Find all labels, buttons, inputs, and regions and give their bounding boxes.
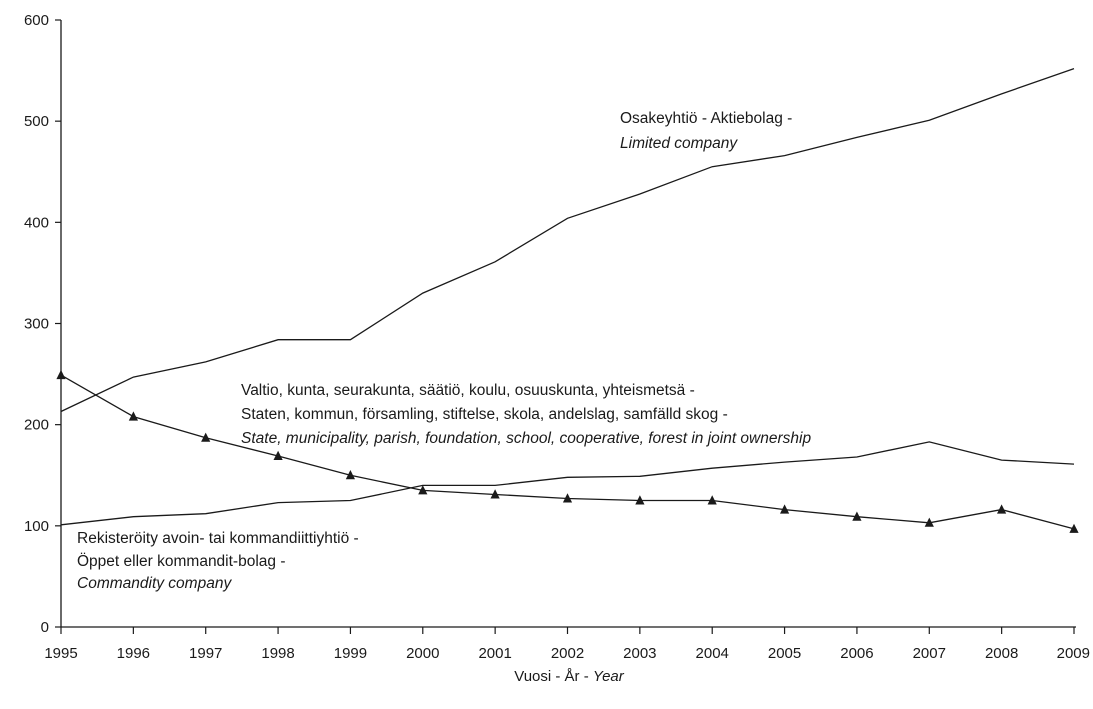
data-point-commandity <box>707 495 717 505</box>
x-tick-label: 2001 <box>478 645 511 662</box>
series-line-limited <box>60 67 1075 413</box>
annotation-layer: Osakeyhtiö - Aktiebolag - Limited compan… <box>77 110 811 592</box>
annotation-limited-line-1: Osakeyhtiö - Aktiebolag - <box>620 110 792 127</box>
annotation-commandity-line-1: Rekisteröity avoin- tai kommandiittiyhti… <box>77 530 359 547</box>
annotation-state-line-2: Staten, kommun, församling, stiftelse, s… <box>241 406 728 423</box>
x-axis-title: Vuosi - År - Year <box>514 668 625 685</box>
x-tick-label: 2005 <box>768 645 801 662</box>
data-point-commandity <box>273 450 283 460</box>
x-tick-label: 2004 <box>696 645 729 662</box>
data-point-commandity <box>562 493 573 503</box>
data-point-commandity <box>128 411 138 421</box>
annotation-limited-line-2: Limited company <box>620 135 738 152</box>
y-tick-label: 500 <box>24 113 49 130</box>
data-point-commandity <box>852 511 862 521</box>
annotation-state-line-1: Valtio, kunta, seurakunta, säätiö, koulu… <box>241 382 695 399</box>
y-tick-label: 0 <box>41 619 49 636</box>
x-ticks: 1995 1996 1997 1998 1999 2000 2001 2002 2003 2004… <box>44 627 1090 662</box>
data-point-commandity <box>56 369 66 380</box>
data-point-commandity <box>924 517 934 527</box>
series-line-state <box>60 441 1075 526</box>
x-axis-title-main: Vuosi - År - <box>514 668 593 685</box>
data-point-commandity <box>345 470 355 480</box>
y-tick-label: 400 <box>24 214 49 231</box>
x-tick-label: 2000 <box>406 645 439 662</box>
x-tick-label: 2008 <box>985 645 1018 662</box>
y-ticks: 0 100 200 300 400 500 600 <box>24 12 61 636</box>
y-tick-label: 600 <box>24 12 49 29</box>
data-point-commandity <box>418 485 428 495</box>
x-axis-title-english: Year <box>593 668 625 685</box>
y-tick-label: 100 <box>24 518 49 535</box>
annotation-commandity-line-2: Öppet eller kommandit-bolag - <box>77 552 286 570</box>
x-tick-label: 1995 <box>44 645 77 662</box>
data-point-commandity <box>1069 523 1079 533</box>
annotation-commandity-line-3: Commandity company <box>77 575 232 592</box>
x-tick-label: 2003 <box>623 645 656 662</box>
annotation-state-line-3: State, municipality, parish, foundation,… <box>241 430 811 447</box>
x-tick-label: 2006 <box>840 645 873 662</box>
data-point-commandity <box>490 489 500 499</box>
x-tick-label: 2002 <box>551 645 584 662</box>
x-tick-label: 1997 <box>189 645 222 662</box>
x-tick-label: 1999 <box>334 645 367 662</box>
x-tick-label: 1998 <box>261 645 294 662</box>
data-point-commandity <box>997 504 1007 514</box>
data-point-commandity <box>780 504 790 514</box>
series-layer <box>56 67 1079 533</box>
x-tick-label: 2009 <box>1057 645 1090 662</box>
x-tick-label: 1996 <box>117 645 150 662</box>
y-tick-label: 200 <box>24 417 49 434</box>
data-point-commandity <box>201 432 211 442</box>
y-tick-label: 300 <box>24 316 49 333</box>
x-tick-label: 2007 <box>913 645 946 662</box>
data-point-commandity <box>635 495 645 505</box>
